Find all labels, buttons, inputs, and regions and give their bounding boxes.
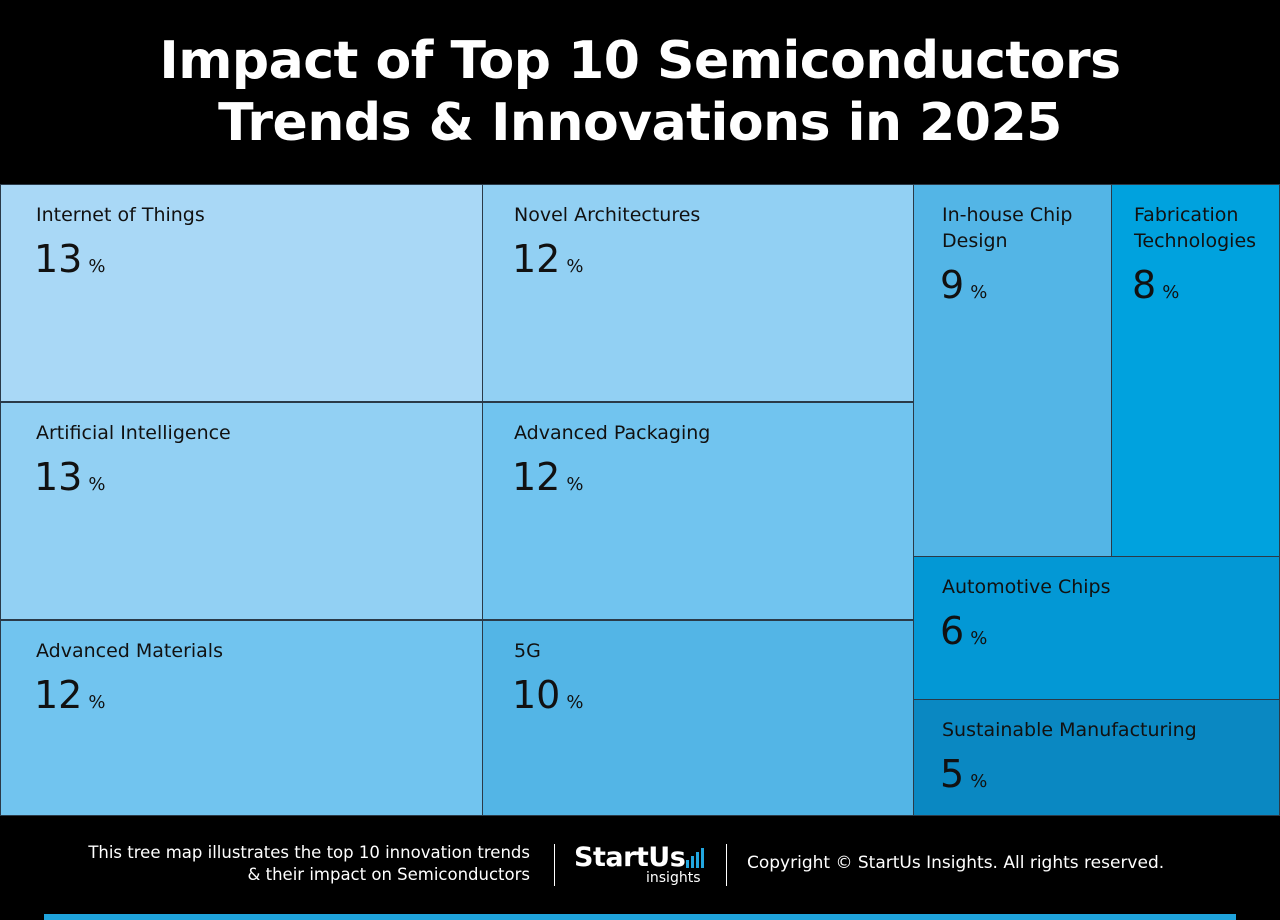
tile-value: 6% xyxy=(940,611,987,659)
tile-value-unit: % xyxy=(88,692,106,713)
tile-value-number: 9 xyxy=(940,263,965,307)
tile-value: 12% xyxy=(512,239,583,287)
tile-artificial-intelligence: Artificial Intelligence 13% xyxy=(0,402,483,620)
tile-label: In-house Chip Design xyxy=(942,204,1073,252)
tile-value-number: 8 xyxy=(1132,263,1157,307)
footer-divider-left xyxy=(554,844,555,886)
tile-internet-of-things: Internet of Things 13% xyxy=(0,184,483,402)
tile-value-unit: % xyxy=(88,256,106,277)
tile-novel-architectures: Novel Architectures 12% xyxy=(482,184,914,402)
tile-value-number: 13 xyxy=(34,455,83,499)
tile-value: 13% xyxy=(34,239,105,287)
tile-value-number: 10 xyxy=(512,673,561,717)
tile-label: Sustainable Manufacturing xyxy=(942,719,1197,741)
tile-value: 12% xyxy=(512,457,583,505)
tile-value-unit: % xyxy=(566,474,584,495)
tile-in-house-chip-design: In-house Chip Design 9% xyxy=(913,184,1112,557)
tile-advanced-materials: Advanced Materials 12% xyxy=(0,620,483,816)
tile-value-unit: % xyxy=(970,771,988,792)
tile-label: Automotive Chips xyxy=(942,576,1111,598)
tile-automotive-chips: Automotive Chips 6% xyxy=(913,556,1280,700)
description-line-1: This tree map illustrates the top 10 inn… xyxy=(88,843,530,862)
tile-fabrication-technologies: Fabrication Technologies 8% xyxy=(1111,184,1280,557)
title-line-2: Trends & Innovations in 2025 xyxy=(218,93,1062,153)
chart-description: This tree map illustrates the top 10 inn… xyxy=(88,842,530,886)
tile-label: Internet of Things xyxy=(36,204,205,226)
tile-value-unit: % xyxy=(566,256,584,277)
tile-label: Novel Architectures xyxy=(514,204,701,226)
tile-label: 5G xyxy=(514,640,541,662)
tile-value-unit: % xyxy=(970,282,988,303)
copyright-text: Copyright © StartUs Insights. All rights… xyxy=(747,853,1165,873)
logo-brand: StartUs xyxy=(574,842,686,873)
tile-value-number: 12 xyxy=(512,237,561,281)
tile-value-unit: % xyxy=(88,474,106,495)
logo-sub: insights xyxy=(646,870,701,886)
tile-value-number: 13 xyxy=(34,237,83,281)
tile-value: 13% xyxy=(34,457,105,505)
tile-value: 12% xyxy=(34,675,105,723)
tile-advanced-packaging: Advanced Packaging 12% xyxy=(482,402,914,620)
description-line-2: & their impact on Semiconductors xyxy=(247,865,530,884)
tile-value-unit: % xyxy=(566,692,584,713)
tile-value: 5% xyxy=(940,754,987,802)
tile-label: Fabrication Technologies xyxy=(1134,204,1257,252)
footer: This tree map illustrates the top 10 inn… xyxy=(0,816,1280,920)
tile-label: Advanced Materials xyxy=(36,640,223,662)
tile-value-unit: % xyxy=(1162,282,1180,303)
tile-label: Advanced Packaging xyxy=(514,422,711,444)
tile-value: 9% xyxy=(940,265,987,313)
tile-value: 8% xyxy=(1132,265,1179,313)
tile-sustainable-manufacturing: Sustainable Manufacturing 5% xyxy=(913,699,1280,816)
footer-divider-right xyxy=(726,844,727,886)
tile-value-number: 6 xyxy=(940,609,965,653)
tile-value-unit: % xyxy=(970,628,988,649)
bottom-accent-strip xyxy=(44,914,1236,920)
tile-value-number: 5 xyxy=(940,752,965,796)
title-line-1: Impact of Top 10 Semiconductors xyxy=(159,31,1121,91)
treemap: Internet of Things 13% Artificial Intellig… xyxy=(0,184,1280,816)
tile-label: Artificial Intelligence xyxy=(36,422,231,444)
tile-value: 10% xyxy=(512,675,583,723)
logo-bars-icon xyxy=(686,848,708,868)
startus-insights-logo: StartUs insights xyxy=(574,842,710,890)
chart-title: Impact of Top 10 Semiconductors Trends &… xyxy=(0,0,1280,184)
tile-value-number: 12 xyxy=(512,455,561,499)
tile-value-number: 12 xyxy=(34,673,83,717)
tile-5g: 5G 10% xyxy=(482,620,914,816)
